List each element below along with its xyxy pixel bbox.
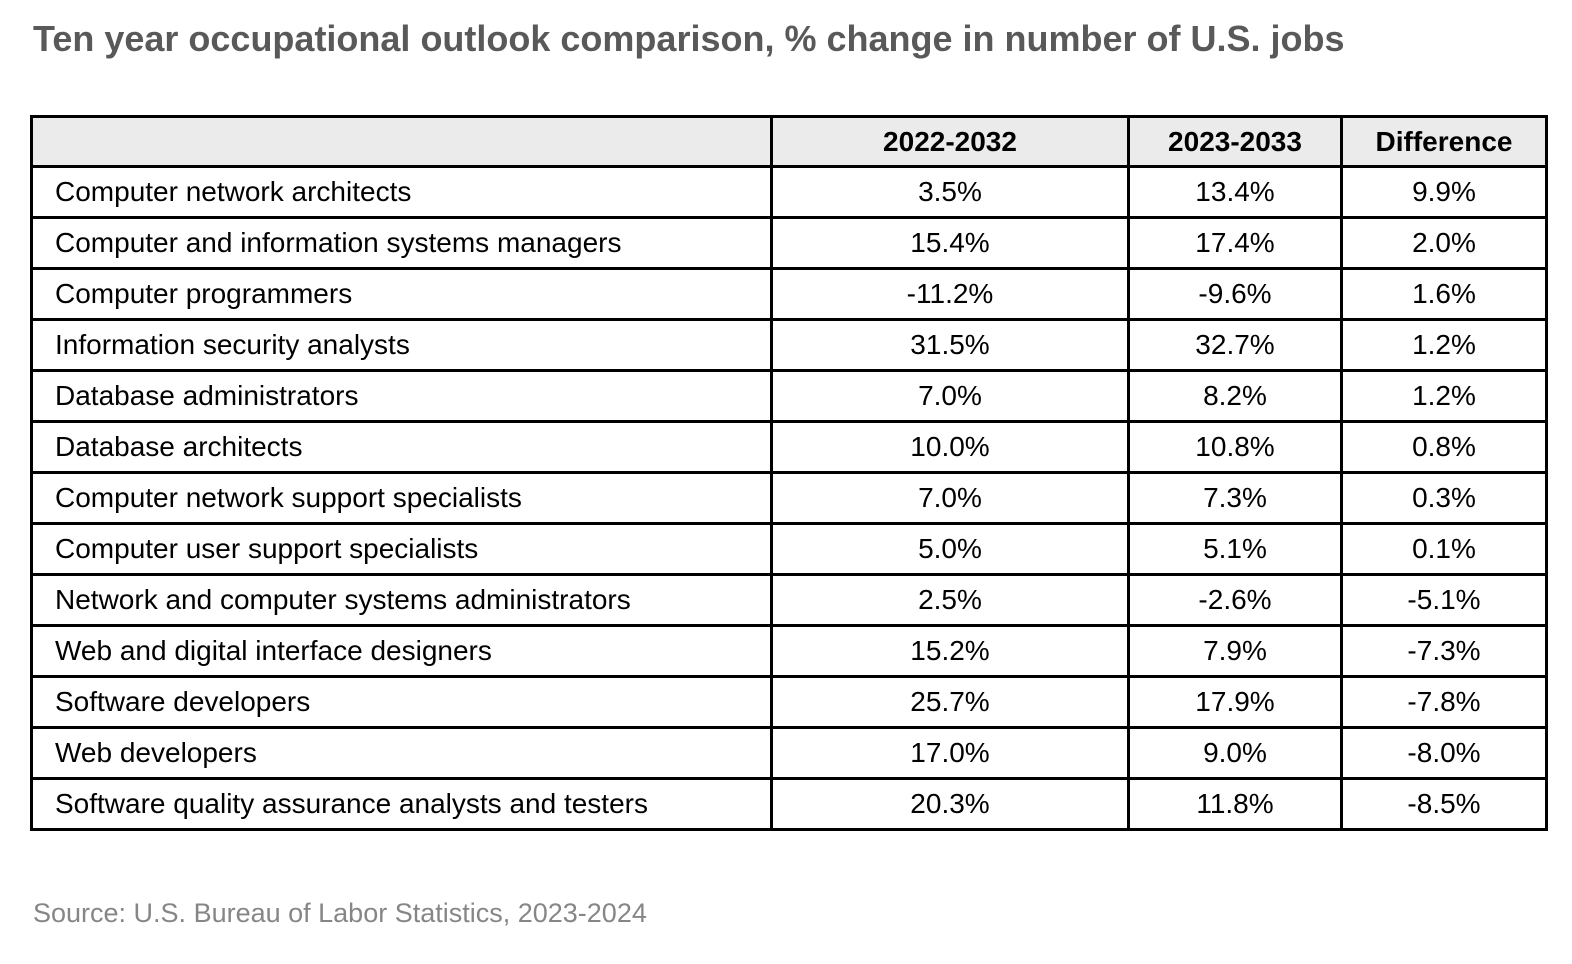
occupational-outlook-table: 2022-2032 2023-2033 Difference Computer …: [30, 115, 1548, 831]
difference-cell: 1.2%: [1340, 318, 1548, 372]
value-2023-2033-cell: 5.1%: [1127, 522, 1343, 576]
occupation-cell: Web and digital interface designers: [30, 624, 773, 678]
difference-cell: 0.8%: [1340, 420, 1548, 474]
value-2022-2032-cell: 3.5%: [770, 165, 1130, 219]
column-header-2023-2033: 2023-2033: [1127, 115, 1343, 168]
table-row: Web and digital interface designers 15.2…: [30, 624, 1548, 678]
table-row: Database administrators 7.0% 8.2% 1.2%: [30, 369, 1548, 423]
value-2023-2033-cell: 7.9%: [1127, 624, 1343, 678]
value-2023-2033-cell: -9.6%: [1127, 267, 1343, 321]
table-row: Computer user support specialists 5.0% 5…: [30, 522, 1548, 576]
table-row: Database architects 10.0% 10.8% 0.8%: [30, 420, 1548, 474]
value-2022-2032-cell: 7.0%: [770, 471, 1130, 525]
header-row: 2022-2032 2023-2033 Difference: [30, 115, 1548, 168]
table-row: Web developers 17.0% 9.0% -8.0%: [30, 726, 1548, 780]
table-row: Computer network architects 3.5% 13.4% 9…: [30, 165, 1548, 219]
column-header-occupation: [30, 115, 773, 168]
occupation-cell: Software developers: [30, 675, 773, 729]
value-2022-2032-cell: 25.7%: [770, 675, 1130, 729]
table-row: Network and computer systems administrat…: [30, 573, 1548, 627]
value-2023-2033-cell: 17.4%: [1127, 216, 1343, 270]
occupation-cell: Software quality assurance analysts and …: [30, 777, 773, 831]
table-row: Information security analysts 31.5% 32.7…: [30, 318, 1548, 372]
value-2022-2032-cell: 7.0%: [770, 369, 1130, 423]
value-2022-2032-cell: 2.5%: [770, 573, 1130, 627]
value-2023-2033-cell: 13.4%: [1127, 165, 1343, 219]
occupation-cell: Computer network support specialists: [30, 471, 773, 525]
value-2023-2033-cell: 8.2%: [1127, 369, 1343, 423]
occupation-cell: Database administrators: [30, 369, 773, 423]
table-row: Computer programmers -11.2% -9.6% 1.6%: [30, 267, 1548, 321]
difference-cell: 1.2%: [1340, 369, 1548, 423]
occupation-cell: Web developers: [30, 726, 773, 780]
value-2023-2033-cell: 17.9%: [1127, 675, 1343, 729]
table-row: Computer network support specialists 7.0…: [30, 471, 1548, 525]
value-2023-2033-cell: 11.8%: [1127, 777, 1343, 831]
occupation-cell: Information security analysts: [30, 318, 773, 372]
value-2022-2032-cell: 5.0%: [770, 522, 1130, 576]
occupation-cell: Database architects: [30, 420, 773, 474]
value-2023-2033-cell: 9.0%: [1127, 726, 1343, 780]
value-2022-2032-cell: -11.2%: [770, 267, 1130, 321]
source-note: Source: U.S. Bureau of Labor Statistics,…: [33, 898, 647, 928]
occupation-cell: Computer network architects: [30, 165, 773, 219]
table-row: Software quality assurance analysts and …: [30, 777, 1548, 831]
difference-cell: -5.1%: [1340, 573, 1548, 627]
difference-cell: 9.9%: [1340, 165, 1548, 219]
difference-cell: 0.1%: [1340, 522, 1548, 576]
value-2022-2032-cell: 10.0%: [770, 420, 1130, 474]
occupation-cell: Computer programmers: [30, 267, 773, 321]
value-2023-2033-cell: 10.8%: [1127, 420, 1343, 474]
value-2023-2033-cell: 7.3%: [1127, 471, 1343, 525]
difference-cell: -8.5%: [1340, 777, 1548, 831]
difference-cell: 1.6%: [1340, 267, 1548, 321]
column-header-difference: Difference: [1340, 115, 1548, 168]
occupation-cell: Network and computer systems administrat…: [30, 573, 773, 627]
difference-cell: -7.3%: [1340, 624, 1548, 678]
column-header-2022-2032: 2022-2032: [770, 115, 1130, 168]
value-2022-2032-cell: 15.4%: [770, 216, 1130, 270]
occupation-cell: Computer and information systems manager…: [30, 216, 773, 270]
value-2022-2032-cell: 31.5%: [770, 318, 1130, 372]
difference-cell: 2.0%: [1340, 216, 1548, 270]
value-2023-2033-cell: 32.7%: [1127, 318, 1343, 372]
value-2022-2032-cell: 15.2%: [770, 624, 1130, 678]
difference-cell: 0.3%: [1340, 471, 1548, 525]
difference-cell: -8.0%: [1340, 726, 1548, 780]
value-2023-2033-cell: -2.6%: [1127, 573, 1343, 627]
value-2022-2032-cell: 20.3%: [770, 777, 1130, 831]
difference-cell: -7.8%: [1340, 675, 1548, 729]
table-row: Computer and information systems manager…: [30, 216, 1548, 270]
value-2022-2032-cell: 17.0%: [770, 726, 1130, 780]
page-title: Ten year occupational outlook comparison…: [33, 18, 1345, 59]
table-row: Software developers 25.7% 17.9% -7.8%: [30, 675, 1548, 729]
occupation-cell: Computer user support specialists: [30, 522, 773, 576]
